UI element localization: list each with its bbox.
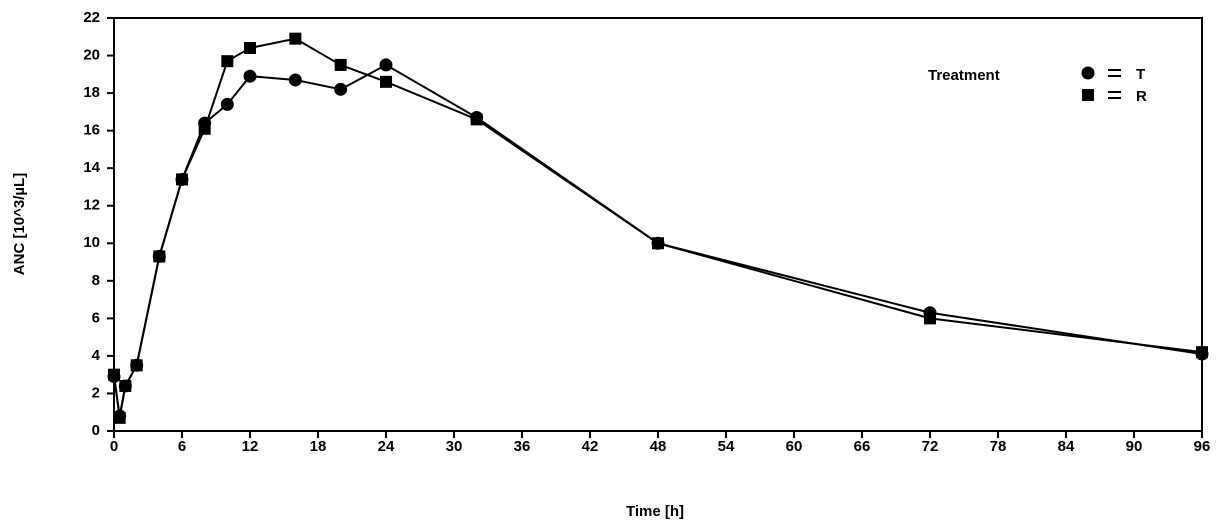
data-point <box>652 237 664 250</box>
data-point <box>289 32 302 45</box>
legend-label: R <box>1136 88 1147 105</box>
x-tick-label: 84 <box>1058 438 1075 455</box>
x-tick-label: 18 <box>310 438 327 455</box>
x-axis-title: Time [h] <box>626 503 684 520</box>
y-tick-label: 2 <box>92 384 100 401</box>
y-axis-title: ANC [10^3/µL] <box>11 173 28 275</box>
plot-frame <box>113 17 1203 432</box>
legend-label: T <box>1136 66 1145 83</box>
y-tick-label: 16 <box>83 122 100 139</box>
x-tick-label: 36 <box>514 438 531 455</box>
data-point <box>379 58 393 72</box>
y-tick-label: 22 <box>83 9 100 26</box>
x-tick-label: 66 <box>854 438 871 455</box>
data-point <box>176 173 188 186</box>
x-tick-label: 72 <box>922 438 939 455</box>
data-point <box>288 73 302 87</box>
data-point <box>244 42 256 55</box>
data-point <box>119 379 132 392</box>
data-point <box>470 113 483 126</box>
y-tick-label: 0 <box>92 422 100 439</box>
data-point <box>380 75 392 88</box>
data-point <box>1196 346 1208 359</box>
legend-marker <box>1082 89 1094 101</box>
x-tick-label: 48 <box>650 438 667 455</box>
x-tick-label: 96 <box>1194 438 1211 455</box>
x-tick-label: 6 <box>178 438 186 455</box>
data-point <box>334 82 348 96</box>
data-point <box>334 58 347 71</box>
y-tick-label: 20 <box>83 47 100 64</box>
x-tick-label: 0 <box>110 438 118 455</box>
y-tick-label: 6 <box>92 309 100 326</box>
x-tick-label: 90 <box>1126 438 1143 455</box>
y-tick-label: 12 <box>83 197 100 214</box>
x-tick-label: 30 <box>446 438 463 455</box>
series-line <box>113 37 1203 419</box>
data-point <box>243 69 257 83</box>
data-point <box>108 368 120 381</box>
y-tick-label: 18 <box>83 84 100 101</box>
data-point <box>220 97 234 111</box>
y-tick-label: 14 <box>83 159 100 176</box>
legend-marker <box>1081 66 1095 80</box>
legend-title: Treatment <box>928 67 1000 84</box>
x-tick-label: 78 <box>990 438 1007 455</box>
x-tick-label: 42 <box>582 438 599 455</box>
y-tick-label: 8 <box>92 272 100 289</box>
data-point <box>198 122 211 135</box>
data-point <box>153 250 166 263</box>
y-tick-label: 4 <box>92 347 101 364</box>
x-tick-label: 60 <box>786 438 803 455</box>
data-point <box>924 312 936 325</box>
data-point <box>221 55 234 68</box>
data-point <box>130 359 143 372</box>
x-tick-label: 54 <box>718 438 735 455</box>
y-tick-label: 10 <box>83 234 100 251</box>
x-tick-label: 24 <box>378 438 395 455</box>
x-tick-label: 12 <box>242 438 259 455</box>
data-point <box>113 411 126 424</box>
